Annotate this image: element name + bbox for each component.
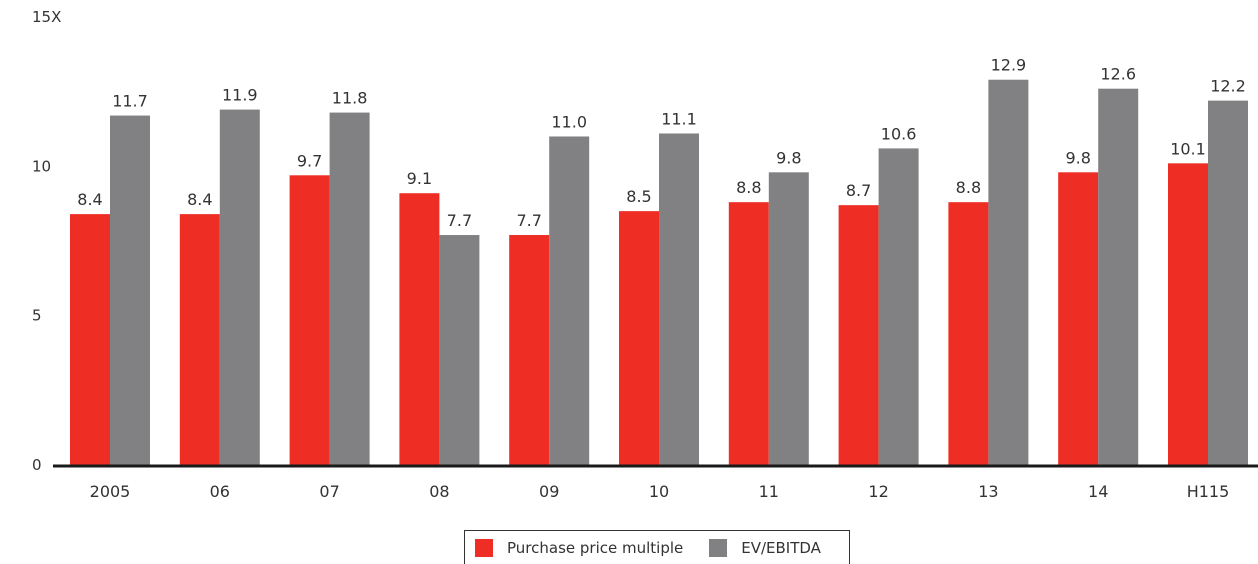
bar-ev-ebitda (659, 133, 699, 466)
bar-purchase-price (728, 202, 769, 465)
data-label: 7.7 (516, 211, 541, 230)
y-tick-label: 5 (32, 307, 42, 325)
bar-purchase-price (70, 214, 110, 465)
data-label: 8.8 (956, 178, 981, 197)
data-label: 9.7 (297, 151, 322, 170)
x-tick-label: 08 (429, 482, 449, 501)
data-label: 9.1 (407, 169, 432, 188)
data-label: 10.6 (881, 124, 917, 143)
data-label: 8.8 (736, 178, 761, 197)
bar-purchase-price (399, 193, 440, 466)
bar-ev-ebitda (1208, 100, 1248, 466)
x-tick-label: 2005 (90, 482, 131, 501)
x-tick-label: 11 (759, 482, 779, 501)
x-tick-label: 13 (978, 482, 998, 501)
chart-plot: 0 5 10 15X 8.4 8.4 9.7 9.1 7.7 8.5 8.8 8.7 8.8 9.8 10.… (32, 8, 1258, 501)
bar-ev-ebitda (878, 148, 919, 465)
x-tick-label: 06 (210, 482, 230, 501)
bar-ev-ebitda (439, 235, 480, 465)
legend: Purchase price multiple EV/EBITDA (464, 530, 850, 564)
data-label: 8.4 (187, 190, 212, 209)
data-label: 9.8 (776, 148, 801, 167)
data-label: 10.1 (1170, 139, 1206, 158)
data-label: 8.5 (626, 187, 651, 206)
data-label: 7.7 (447, 211, 472, 230)
bar-purchase-price (1168, 163, 1208, 465)
bar-purchase-price (1058, 172, 1099, 465)
data-label: 9.8 (1065, 148, 1090, 167)
legend-item-ev-ebitda: EV/EBITDA (709, 538, 821, 557)
data-label: 12.2 (1210, 77, 1246, 96)
legend-swatch-purchase-price (475, 538, 493, 557)
bar-ev-ebitda (219, 109, 260, 465)
bar-ev-ebitda (549, 136, 590, 465)
data-label: 11.7 (112, 92, 148, 111)
bar-ev-ebitda (329, 112, 370, 465)
x-tick-label: 09 (539, 482, 559, 501)
bar-purchase-price (619, 211, 659, 465)
bar-purchase-price (289, 175, 330, 465)
data-label: 8.4 (77, 190, 102, 209)
x-tick-label: 12 (868, 482, 888, 501)
bar-ev-ebitda (110, 115, 150, 465)
bar-purchase-price (838, 205, 879, 465)
data-label: 8.7 (846, 181, 871, 200)
bar-purchase-price (179, 214, 220, 465)
data-label: 12.9 (991, 56, 1027, 75)
y-tick-label: 15X (32, 8, 61, 26)
data-label: 11.1 (661, 109, 697, 128)
bar-ev-ebitda (1098, 88, 1139, 466)
bar-ev-ebitda (768, 172, 809, 465)
data-label: 11.8 (332, 89, 368, 108)
data-label: 12.6 (1100, 65, 1136, 84)
y-tick-label: 10 (32, 157, 51, 175)
x-tick-label: H115 (1187, 482, 1230, 501)
x-tick-label: 14 (1088, 482, 1108, 501)
bar-purchase-price (509, 235, 550, 465)
data-label: 11.0 (551, 112, 587, 131)
legend-item-purchase-price: Purchase price multiple (475, 538, 684, 557)
x-tick-label: 10 (649, 482, 669, 501)
y-tick-label: 0 (32, 456, 42, 474)
data-label: 11.9 (222, 86, 258, 105)
legend-label-ev-ebitda: EV/EBITDA (741, 538, 821, 557)
bar-ev-ebitda (988, 79, 1029, 465)
bar-purchase-price (948, 202, 989, 465)
legend-label-purchase-price: Purchase price multiple (507, 538, 684, 557)
x-tick-label: 07 (319, 482, 339, 501)
legend-swatch-ev-ebitda (709, 538, 728, 557)
